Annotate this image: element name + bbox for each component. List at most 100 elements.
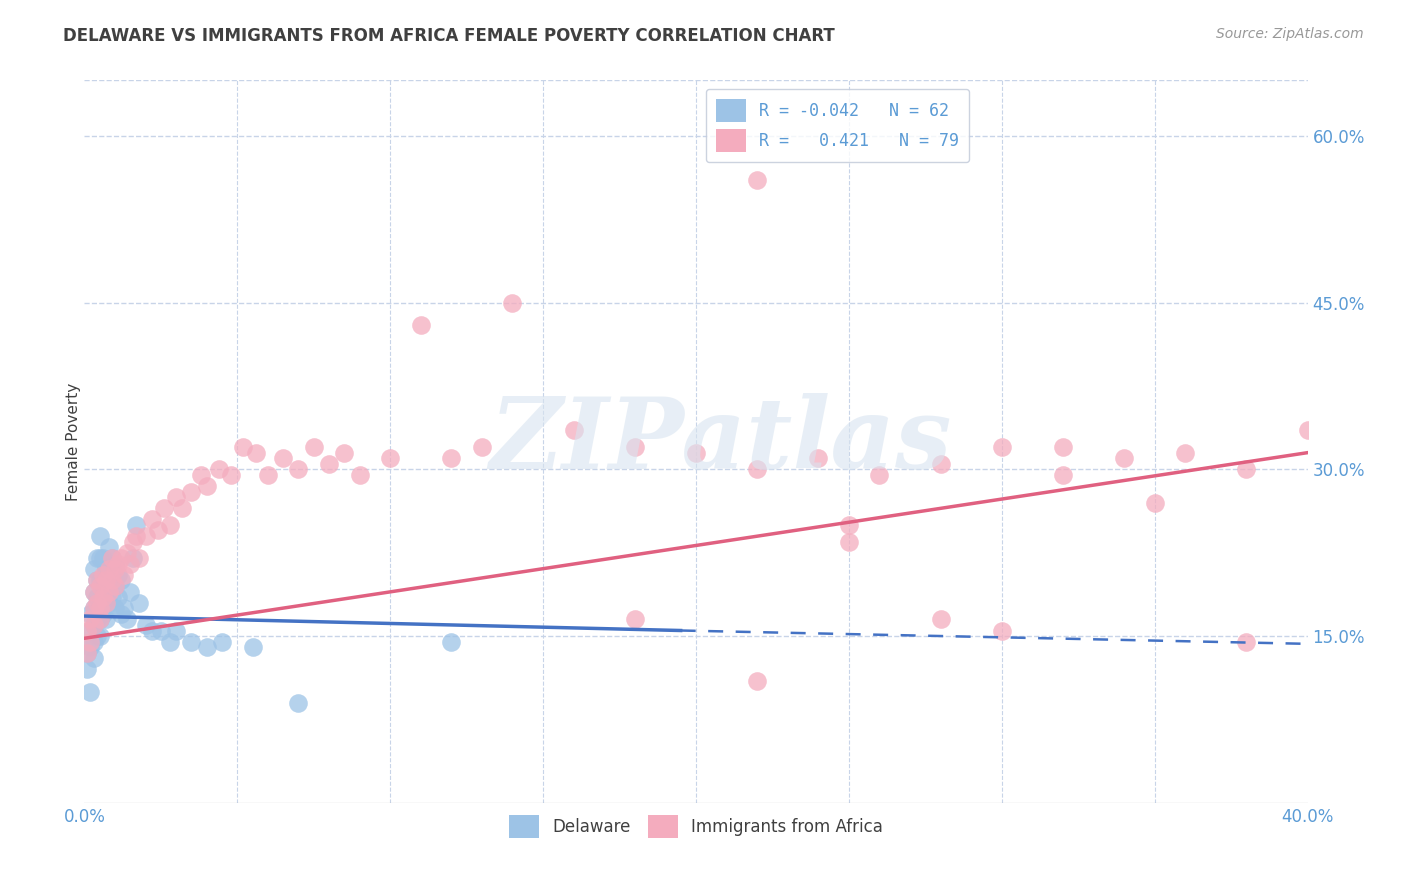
Point bbox=[219, 467, 242, 482]
Point bbox=[440, 634, 463, 648]
Point bbox=[122, 551, 145, 566]
Point bbox=[86, 551, 108, 566]
Point bbox=[97, 596, 120, 610]
Point bbox=[165, 490, 187, 504]
Point bbox=[79, 607, 101, 621]
Point bbox=[79, 624, 101, 638]
Point bbox=[747, 673, 769, 688]
Point bbox=[110, 551, 132, 566]
Point bbox=[245, 445, 267, 459]
Point bbox=[838, 517, 860, 532]
Point bbox=[112, 568, 135, 582]
Point bbox=[94, 612, 117, 626]
Point bbox=[287, 696, 309, 710]
Point bbox=[624, 440, 647, 454]
Point bbox=[211, 634, 233, 648]
Point bbox=[135, 618, 157, 632]
Point bbox=[97, 540, 120, 554]
Point bbox=[76, 624, 98, 638]
Point bbox=[91, 551, 114, 566]
Point bbox=[991, 440, 1014, 454]
Point bbox=[89, 529, 111, 543]
Point bbox=[502, 295, 524, 310]
Point bbox=[94, 596, 117, 610]
Point bbox=[440, 451, 463, 466]
Point bbox=[83, 584, 105, 599]
Point bbox=[94, 579, 117, 593]
Point bbox=[94, 562, 117, 576]
Point bbox=[125, 517, 148, 532]
Point bbox=[97, 584, 120, 599]
Point bbox=[380, 451, 402, 466]
Point bbox=[128, 596, 150, 610]
Point bbox=[165, 624, 187, 638]
Point bbox=[991, 624, 1014, 638]
Point bbox=[172, 501, 194, 516]
Point bbox=[120, 557, 142, 571]
Point bbox=[89, 612, 111, 626]
Point bbox=[929, 612, 952, 626]
Point bbox=[838, 534, 860, 549]
Point bbox=[83, 634, 105, 648]
Point bbox=[1174, 445, 1197, 459]
Point bbox=[86, 629, 108, 643]
Point bbox=[79, 634, 101, 648]
Point bbox=[104, 601, 127, 615]
Point bbox=[149, 624, 172, 638]
Point bbox=[128, 551, 150, 566]
Point bbox=[83, 601, 105, 615]
Point bbox=[101, 574, 124, 588]
Point bbox=[107, 568, 129, 582]
Point bbox=[83, 651, 105, 665]
Point bbox=[807, 451, 830, 466]
Point bbox=[104, 579, 127, 593]
Point bbox=[104, 557, 127, 571]
Point bbox=[89, 579, 111, 593]
Point bbox=[115, 612, 138, 626]
Point bbox=[110, 607, 132, 621]
Point bbox=[159, 634, 181, 648]
Point bbox=[83, 618, 105, 632]
Point bbox=[76, 646, 98, 660]
Point bbox=[94, 596, 117, 610]
Point bbox=[1052, 440, 1074, 454]
Point bbox=[104, 562, 127, 576]
Point bbox=[195, 479, 218, 493]
Point bbox=[86, 590, 108, 604]
Point bbox=[76, 646, 98, 660]
Point bbox=[76, 662, 98, 676]
Point bbox=[83, 618, 105, 632]
Point bbox=[91, 607, 114, 621]
Point bbox=[101, 574, 124, 588]
Point bbox=[83, 601, 105, 615]
Point bbox=[97, 562, 120, 576]
Point bbox=[409, 318, 432, 332]
Point bbox=[107, 557, 129, 571]
Point bbox=[624, 612, 647, 626]
Text: ZIPatlas: ZIPatlas bbox=[489, 393, 952, 490]
Point bbox=[471, 440, 494, 454]
Point bbox=[79, 612, 101, 626]
Point bbox=[195, 640, 218, 655]
Point bbox=[180, 484, 202, 499]
Point bbox=[91, 590, 114, 604]
Point bbox=[869, 467, 891, 482]
Legend: Delaware, Immigrants from Africa: Delaware, Immigrants from Africa bbox=[502, 808, 890, 845]
Text: DELAWARE VS IMMIGRANTS FROM AFRICA FEMALE POVERTY CORRELATION CHART: DELAWARE VS IMMIGRANTS FROM AFRICA FEMAL… bbox=[63, 27, 835, 45]
Point bbox=[101, 551, 124, 566]
Point bbox=[91, 568, 114, 582]
Point bbox=[104, 579, 127, 593]
Point bbox=[747, 462, 769, 476]
Point bbox=[153, 501, 176, 516]
Point bbox=[159, 517, 181, 532]
Point bbox=[89, 629, 111, 643]
Point bbox=[257, 467, 280, 482]
Point bbox=[122, 534, 145, 549]
Point bbox=[333, 445, 356, 459]
Point bbox=[107, 590, 129, 604]
Point bbox=[1114, 451, 1136, 466]
Point bbox=[115, 546, 138, 560]
Point bbox=[242, 640, 264, 655]
Point bbox=[232, 440, 254, 454]
Point bbox=[1296, 424, 1319, 438]
